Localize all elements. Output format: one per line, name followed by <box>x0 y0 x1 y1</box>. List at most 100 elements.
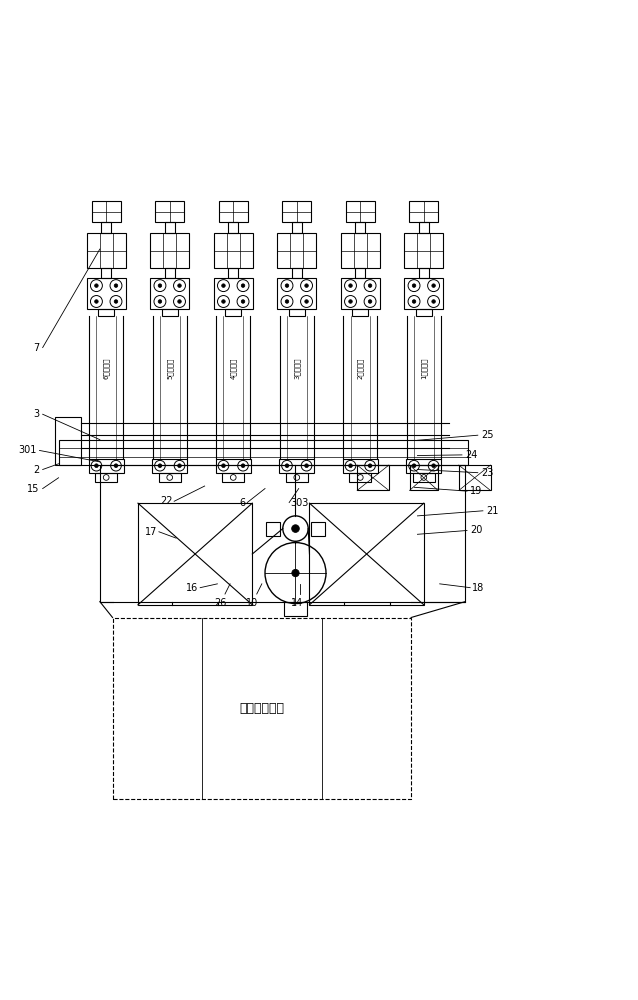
Circle shape <box>94 284 98 287</box>
Bar <box>214 233 253 268</box>
Text: 303: 303 <box>290 498 309 508</box>
Text: 24: 24 <box>465 450 477 460</box>
Circle shape <box>241 300 245 303</box>
Text: 1号生产线: 1号生产线 <box>420 357 427 379</box>
Bar <box>228 222 238 233</box>
Circle shape <box>412 284 416 287</box>
Text: 10: 10 <box>246 598 258 608</box>
Bar <box>265 522 279 536</box>
Bar <box>150 233 189 268</box>
Bar <box>152 459 187 473</box>
Circle shape <box>292 525 299 532</box>
Bar <box>410 201 438 222</box>
Circle shape <box>241 464 245 468</box>
Circle shape <box>221 464 225 468</box>
Bar <box>219 201 248 222</box>
Bar <box>286 473 308 482</box>
Bar <box>404 278 443 309</box>
Circle shape <box>158 284 161 287</box>
Circle shape <box>221 284 225 287</box>
Circle shape <box>158 464 162 468</box>
Bar <box>289 309 304 316</box>
Text: 原材料存放地: 原材料存放地 <box>239 702 285 715</box>
Bar <box>416 309 432 316</box>
Text: 15: 15 <box>27 484 40 494</box>
Text: 7: 7 <box>33 343 40 353</box>
Text: 14: 14 <box>291 598 303 608</box>
Circle shape <box>432 284 435 287</box>
Text: 20: 20 <box>470 525 482 535</box>
Bar <box>357 465 389 490</box>
Circle shape <box>158 300 161 303</box>
Bar <box>87 278 126 309</box>
Circle shape <box>432 464 436 468</box>
Text: 19: 19 <box>470 486 482 496</box>
Bar <box>283 201 311 222</box>
Text: 21: 21 <box>486 506 498 516</box>
Bar <box>355 268 365 278</box>
Bar <box>222 473 244 482</box>
Bar <box>98 309 114 316</box>
Text: 26: 26 <box>214 598 226 608</box>
Circle shape <box>349 284 352 287</box>
Circle shape <box>305 300 308 303</box>
Bar <box>277 278 316 309</box>
Circle shape <box>177 464 181 468</box>
Circle shape <box>94 300 98 303</box>
Bar <box>419 268 429 278</box>
Bar <box>349 473 371 482</box>
Bar <box>410 465 438 490</box>
Circle shape <box>94 464 98 468</box>
Bar <box>419 222 429 233</box>
Text: 6号生产线: 6号生产线 <box>103 357 110 379</box>
Bar <box>216 459 251 473</box>
Bar <box>101 268 111 278</box>
Bar <box>112 618 411 799</box>
Bar <box>56 417 81 465</box>
Bar <box>413 473 435 482</box>
Bar <box>292 222 302 233</box>
Text: 5号生产线: 5号生产线 <box>167 358 173 379</box>
Bar <box>101 222 111 233</box>
Text: 6: 6 <box>240 498 246 508</box>
Bar <box>352 309 368 316</box>
Bar <box>159 473 181 482</box>
Bar <box>346 201 375 222</box>
Circle shape <box>241 284 245 287</box>
Circle shape <box>305 284 308 287</box>
Circle shape <box>432 300 435 303</box>
Bar <box>100 465 465 602</box>
Circle shape <box>114 284 118 287</box>
Bar <box>155 201 184 222</box>
Bar <box>92 201 121 222</box>
Text: 22: 22 <box>160 496 173 506</box>
Bar <box>343 459 378 473</box>
Circle shape <box>178 284 181 287</box>
Circle shape <box>368 300 372 303</box>
Bar <box>95 473 117 482</box>
Circle shape <box>114 300 118 303</box>
Bar <box>165 268 175 278</box>
Bar <box>341 278 380 309</box>
Text: 2: 2 <box>33 465 40 475</box>
Text: 3号生产线: 3号生产线 <box>293 357 300 379</box>
Text: 3: 3 <box>33 409 40 419</box>
Bar <box>311 522 325 536</box>
Bar <box>87 233 126 268</box>
Circle shape <box>285 464 289 468</box>
Circle shape <box>412 300 416 303</box>
Text: 18: 18 <box>471 583 484 593</box>
Bar <box>355 222 365 233</box>
Bar <box>225 309 241 316</box>
Bar <box>228 268 238 278</box>
Bar <box>309 503 424 605</box>
Text: 4号生产线: 4号生产线 <box>230 358 237 379</box>
Circle shape <box>412 464 416 468</box>
Circle shape <box>368 284 372 287</box>
Text: 2号生产线: 2号生产线 <box>357 358 364 379</box>
Circle shape <box>221 300 225 303</box>
Text: 25: 25 <box>481 430 493 440</box>
Bar <box>89 459 124 473</box>
Bar <box>59 440 468 465</box>
Bar <box>277 233 316 268</box>
